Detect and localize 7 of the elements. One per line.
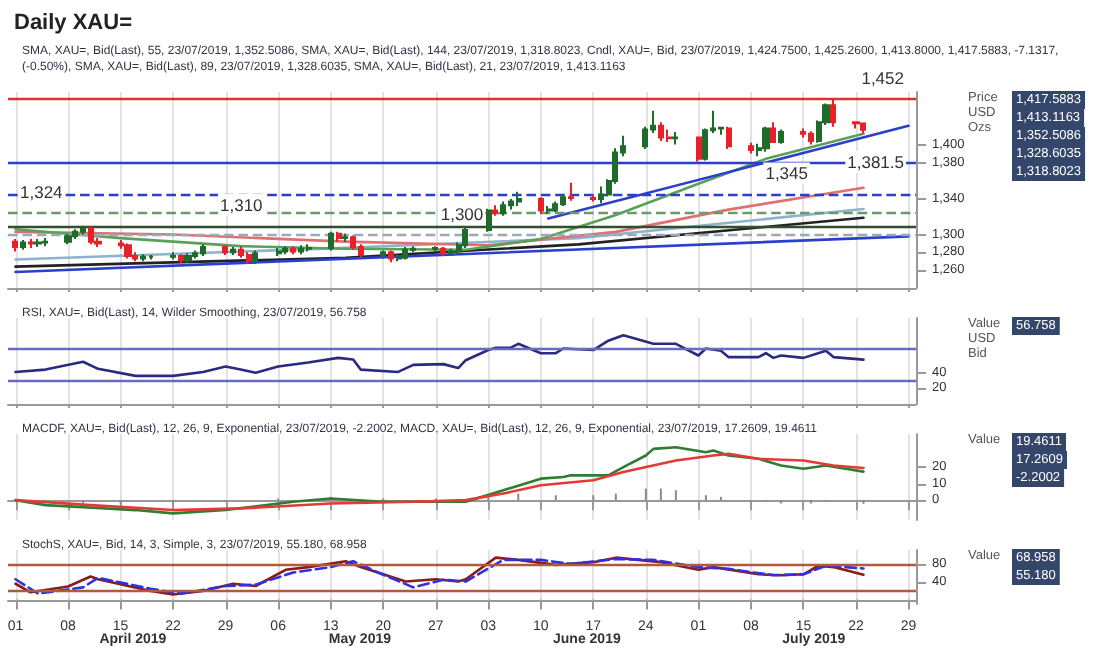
chart-title: Daily XAU= bbox=[14, 11, 132, 35]
ref-line-label: 1,452 bbox=[861, 68, 905, 89]
ref-line-label: 1,300 bbox=[440, 203, 484, 224]
ref-line-label: 1,324 bbox=[20, 182, 64, 203]
ref-line-label: 1,310 bbox=[220, 194, 264, 215]
ref-line-label: 1,345 bbox=[765, 163, 809, 184]
ref-line-label: 1,381.5 bbox=[847, 151, 905, 172]
